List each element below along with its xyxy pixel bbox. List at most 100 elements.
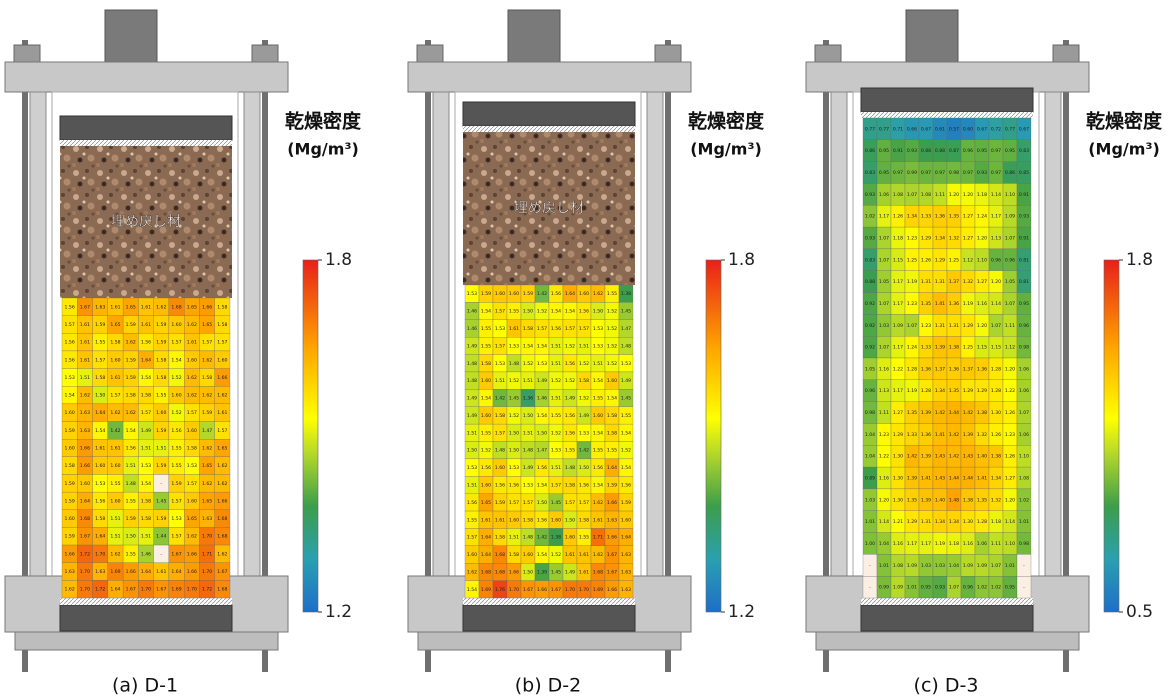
cell-label: 1.53: [171, 516, 181, 522]
cell-label: 1.67: [551, 587, 561, 593]
rod: [823, 40, 829, 672]
cell-label: 1.70: [80, 587, 90, 593]
cell-label: 1.49: [467, 343, 477, 349]
colorbar: [705, 259, 722, 613]
cell-label: 1.61: [187, 340, 197, 346]
cell-label: 1.51: [579, 343, 589, 349]
cell-label: 0.96: [1005, 257, 1015, 263]
cell-label: 1.52: [537, 309, 547, 315]
cell-label: 1.70: [579, 587, 589, 593]
cell-label: 1.50: [593, 309, 603, 315]
cell-label: 1.66: [607, 500, 617, 506]
cell-label: 1.25: [949, 257, 959, 263]
cell-label: 1.59: [607, 482, 617, 488]
cell-label: 0.96: [1019, 323, 1029, 329]
cell-label: 1.55: [593, 448, 603, 454]
cell-label: 1.55: [110, 481, 120, 487]
cell-label: 1.51: [126, 463, 136, 469]
cell-label: 1.00: [865, 541, 875, 547]
cell-label: 1.15: [893, 257, 903, 263]
cell-label: 1.42: [963, 410, 973, 416]
cell-label: 1.16: [977, 301, 987, 307]
panel: 0.77 0.77 0.71 0.66 0.67 0.61 0.57 0.60 0.67 0.72…: [805, 9, 1163, 697]
cell-label: 1.62: [217, 393, 227, 399]
cell-label: 1.58: [156, 375, 166, 381]
cell-label: 1.23: [907, 301, 917, 307]
cell-label: 1.14: [991, 301, 1001, 307]
cell-label: 1.58: [95, 516, 105, 522]
cell-label: 1.57: [110, 393, 120, 399]
rod: [425, 40, 431, 672]
cell-label: 1.62: [126, 410, 136, 416]
cell-label: 0.95: [977, 148, 987, 154]
cell-label: 1.66: [80, 463, 90, 469]
cell-label: 1.61: [565, 552, 575, 558]
cell-label: 1.26: [893, 214, 903, 220]
cell-label: 1.64: [80, 498, 90, 504]
cell-label: 1.66: [65, 551, 75, 557]
cell-label: 1.53: [551, 448, 561, 454]
cell-label: 1.12: [963, 257, 973, 263]
piston: [59, 604, 233, 632]
cell-label: 1.67: [523, 587, 533, 593]
cell-label: 1.32: [963, 279, 973, 285]
cell-label: 1.36: [921, 366, 931, 372]
colorbar-tick-label: 1.2: [728, 602, 755, 622]
cell-label: 1.14: [991, 192, 1001, 198]
cell-label: 1.64: [141, 357, 151, 363]
cell-label: 1.55: [509, 309, 519, 315]
cell-label: 0.93: [977, 170, 987, 176]
cell-label: 1.63: [65, 569, 75, 575]
cell-label: 1.42: [537, 291, 547, 297]
cell-label: 1.20: [977, 323, 987, 329]
cell-label: 1.68: [171, 304, 181, 310]
cell-label: 1.42: [110, 428, 120, 434]
cell-label: 1.56: [171, 428, 181, 434]
cell-label: 1.50: [467, 448, 477, 454]
cell-label: 1.49: [565, 396, 575, 402]
cell-label: 1.50: [579, 465, 589, 471]
cell-label: 1.03: [921, 563, 931, 569]
cell-label: 1.51: [467, 430, 477, 436]
cell-label: 1.58: [156, 357, 166, 363]
cell-label: 1.68: [217, 534, 227, 540]
cell-label: 1.57: [565, 500, 575, 506]
cell-label: 1.60: [509, 517, 519, 523]
cell-label: 1.46: [467, 326, 477, 332]
cell-label: 1.66: [187, 569, 197, 575]
cell-label: 1.55: [481, 326, 491, 332]
post: [830, 91, 848, 577]
cell-label: 1.68: [80, 516, 90, 522]
colorbar-tick-label: 1.2: [325, 602, 352, 622]
cell-label: 1.31: [935, 279, 945, 285]
cell-label: 1.56: [593, 465, 603, 471]
cell-label: 1.64: [141, 569, 151, 575]
cell-label: 1.62: [187, 322, 197, 328]
cell-label: 1.39: [921, 454, 931, 460]
cell-label: 1.14: [879, 519, 889, 525]
cell-label: 1.60: [593, 413, 603, 419]
cell-label: 1.66: [80, 446, 90, 452]
cell-label: 1.61: [80, 357, 90, 363]
cell-label: 1.67: [171, 551, 181, 557]
cell-label: 0.93: [907, 148, 917, 154]
cell-label: 1.29: [963, 323, 973, 329]
colorbar-title: 乾燥密度: [1086, 110, 1163, 133]
cell-label: 1.57: [187, 410, 197, 416]
cell-label: 1.54: [537, 552, 547, 558]
cell-label: 1.17: [893, 388, 903, 394]
cell-label: 1.27: [977, 279, 987, 285]
post: [29, 91, 47, 577]
top-plate: [407, 61, 692, 93]
cell-label: 1.58: [95, 375, 105, 381]
cell-label: 1.58: [523, 326, 533, 332]
cell-label: 1.31: [921, 279, 931, 285]
cell-label: 1.02: [1019, 497, 1029, 503]
cell-label: 1.48: [467, 361, 477, 367]
cell-label: 1.61: [141, 322, 151, 328]
cell-label: 1.61: [110, 446, 120, 452]
cell-label: 1.38: [949, 345, 959, 351]
cell-label: 1.58: [110, 340, 120, 346]
piston: [462, 604, 636, 632]
cell-label: 1.50: [537, 500, 547, 506]
